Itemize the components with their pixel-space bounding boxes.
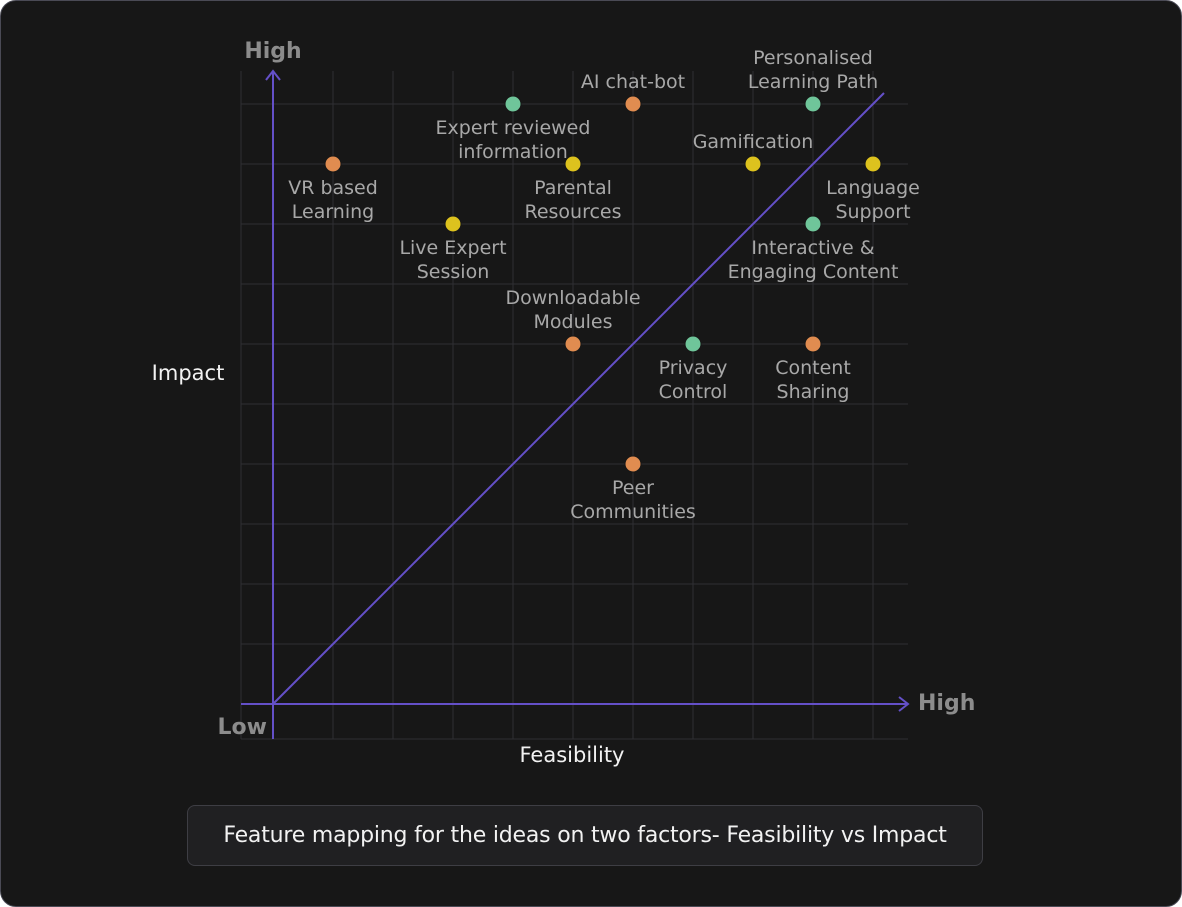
point-label-live-expert-session: Live Expert <box>399 237 506 259</box>
point-content-sharing <box>804 335 822 353</box>
point-label-expert-reviewed-information: information <box>458 141 568 163</box>
point-label-live-expert-session: Session <box>417 261 490 283</box>
point-downloadable-modules <box>564 335 582 353</box>
point-label-ai-chat-bot: AI chat-bot <box>581 71 685 93</box>
point-label-language-support: Language <box>826 177 920 199</box>
point-label-content-sharing: Content <box>775 357 851 379</box>
point-ai-chat-bot <box>624 95 642 113</box>
point-label-language-support: Support <box>835 201 910 223</box>
y-axis-title: Impact <box>152 361 225 385</box>
x-axis-high-label: High <box>918 691 975 716</box>
axis-labels: High High Low Impact Feasibility <box>152 39 976 767</box>
point-label-interactive-engaging-content: Engaging Content <box>728 261 899 283</box>
point-label-downloadable-modules: Modules <box>534 311 613 333</box>
point-interactive-engaging-content <box>804 215 822 233</box>
point-label-parental-resources: Resources <box>524 201 621 223</box>
point-label-privacy-control: Privacy <box>659 357 728 379</box>
point-label-parental-resources: Parental <box>534 177 612 199</box>
point-expert-reviewed-information <box>504 95 522 113</box>
origin-low-label: Low <box>218 715 267 740</box>
point-vr-based-learning <box>324 155 342 173</box>
point-label-vr-based-learning: VR based <box>288 177 378 199</box>
point-label-expert-reviewed-information: Expert reviewed <box>436 117 591 139</box>
diagonal-reference-line <box>272 92 885 705</box>
x-axis-title: Feasibility <box>520 743 625 767</box>
point-label-personalised-learning-path: Personalised <box>753 47 873 69</box>
point-label-vr-based-learning: Learning <box>292 201 375 223</box>
point-privacy-control <box>684 335 702 353</box>
point-label-peer-communities: Peer <box>612 477 654 499</box>
point-personalised-learning-path <box>804 95 822 113</box>
point-label-gamification: Gamification <box>693 131 814 153</box>
grid-lines <box>240 71 908 740</box>
axes <box>241 69 910 739</box>
point-peer-communities <box>624 455 642 473</box>
point-label-peer-communities: Communities <box>570 501 696 523</box>
point-label-interactive-engaging-content: Interactive & <box>751 237 874 259</box>
y-axis-arrow <box>265 69 281 81</box>
point-label-content-sharing: Sharing <box>777 381 850 403</box>
y-axis-high-label: High <box>244 39 301 64</box>
point-label-privacy-control: Control <box>659 381 728 403</box>
x-axis-arrow <box>898 696 910 712</box>
point-gamification <box>744 155 762 173</box>
point-label-downloadable-modules: Downloadable <box>505 287 640 309</box>
chart-caption: Feature mapping for the ideas on two fac… <box>187 805 983 866</box>
diagonal-line <box>272 92 885 705</box>
point-label-personalised-learning-path: Learning Path <box>748 71 878 93</box>
point-parental-resources <box>564 155 582 173</box>
point-live-expert-session <box>444 215 462 233</box>
point-language-support <box>864 155 882 173</box>
